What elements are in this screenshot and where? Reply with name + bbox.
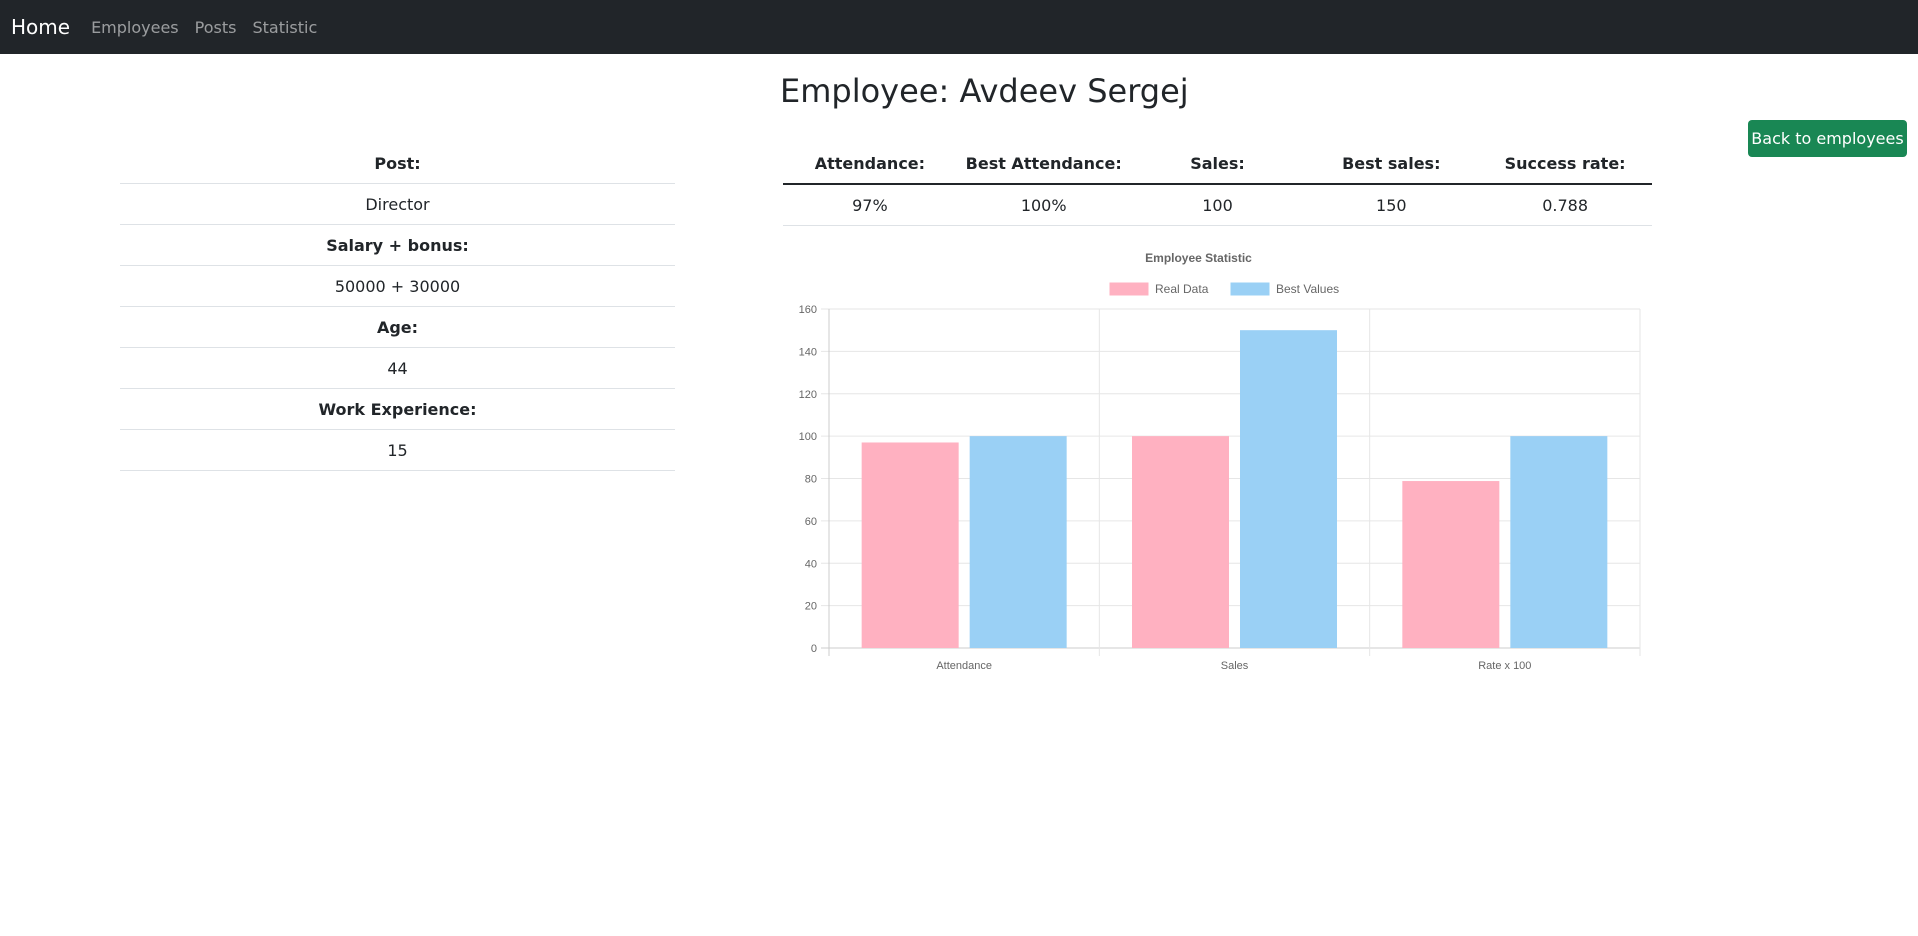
nav-link-posts[interactable]: Posts bbox=[194, 17, 237, 37]
nav-brand-home[interactable]: Home bbox=[11, 15, 71, 39]
employee-info-table: Post: Director Salary + bonus: 50000 + 3… bbox=[120, 143, 675, 471]
table-row: Post: bbox=[120, 143, 675, 184]
salary-value: 50000 + 30000 bbox=[120, 265, 675, 307]
bar-best-values-2 bbox=[1510, 436, 1608, 648]
post-value: Director bbox=[120, 183, 675, 225]
table-row: 15 bbox=[120, 429, 675, 471]
navbar: Home Employees Posts Statistic bbox=[0, 0, 1918, 54]
bar-real-data-1 bbox=[1132, 436, 1229, 648]
legend-swatch-1 bbox=[1230, 282, 1270, 296]
stats-header-success-rate: Success rate: bbox=[1478, 143, 1652, 185]
x-tick-label: Sales bbox=[1221, 660, 1249, 672]
y-tick-label: 60 bbox=[805, 516, 817, 528]
bar-real-data-0 bbox=[861, 442, 959, 648]
table-row: 50000 + 30000 bbox=[120, 265, 675, 307]
y-tick-label: 80 bbox=[805, 474, 817, 486]
table-row: Work Experience: bbox=[120, 388, 675, 430]
y-tick-label: 40 bbox=[805, 558, 817, 570]
y-tick-label: 100 bbox=[799, 431, 817, 443]
stats-value-best-attendance: 100% bbox=[956, 184, 1131, 226]
work-experience-label: Work Experience: bbox=[120, 388, 675, 430]
y-tick-label: 20 bbox=[805, 601, 817, 613]
y-tick-label: 120 bbox=[799, 389, 817, 401]
table-row: 44 bbox=[120, 347, 675, 389]
salary-label: Salary + bonus: bbox=[120, 224, 675, 266]
page-title: Employee: Avdeev Sergej bbox=[780, 72, 1189, 110]
bar-best-values-0 bbox=[969, 436, 1067, 648]
bar-best-values-1 bbox=[1240, 330, 1337, 648]
post-label: Post: bbox=[120, 143, 675, 184]
y-tick-label: 0 bbox=[811, 643, 817, 655]
legend-label-0: Real Data bbox=[1155, 282, 1209, 296]
stats-header-best-sales: Best sales: bbox=[1304, 143, 1479, 185]
legend-label-1: Best Values bbox=[1276, 282, 1339, 296]
stats-value-row: 97% 100% 100 150 0.788 bbox=[783, 184, 1652, 226]
table-row: Salary + bonus: bbox=[120, 224, 675, 266]
work-experience-value: 15 bbox=[120, 429, 675, 471]
legend-swatch-0 bbox=[1109, 282, 1149, 296]
stats-header-row: Attendance: Best Attendance: Sales: Best… bbox=[783, 143, 1652, 185]
nav-link-employees[interactable]: Employees bbox=[91, 17, 179, 37]
stats-table: Attendance: Best Attendance: Sales: Best… bbox=[783, 143, 1652, 226]
stats-header-sales: Sales: bbox=[1130, 143, 1305, 185]
y-tick-label: 140 bbox=[799, 346, 817, 358]
stats-value-sales: 100 bbox=[1130, 184, 1305, 226]
chart-title: Employee Statistic bbox=[1145, 251, 1252, 265]
stats-value-best-sales: 150 bbox=[1304, 184, 1479, 226]
x-tick-label: Attendance bbox=[936, 660, 992, 672]
nav-link-statistic[interactable]: Statistic bbox=[252, 17, 318, 37]
table-row: Director bbox=[120, 183, 675, 225]
employee-statistic-chart: Employee Statistic Real Data Best Values 0 2… bbox=[783, 243, 1653, 680]
x-tick-label: Rate x 100 bbox=[1478, 660, 1531, 672]
back-to-employees-button[interactable]: Back to employees bbox=[1748, 120, 1907, 157]
stats-value-attendance: 97% bbox=[783, 184, 957, 226]
stats-header-attendance: Attendance: bbox=[783, 143, 957, 185]
bar-real-data-2 bbox=[1402, 481, 1500, 648]
stats-value-success-rate: 0.788 bbox=[1478, 184, 1652, 226]
age-label: Age: bbox=[120, 306, 675, 348]
y-tick-label: 160 bbox=[799, 304, 817, 316]
stats-header-best-attendance: Best Attendance: bbox=[956, 143, 1131, 185]
chart-svg: Employee Statistic Real Data Best Values 0 2… bbox=[799, 251, 1641, 672]
age-value: 44 bbox=[120, 347, 675, 389]
table-row: Age: bbox=[120, 306, 675, 348]
